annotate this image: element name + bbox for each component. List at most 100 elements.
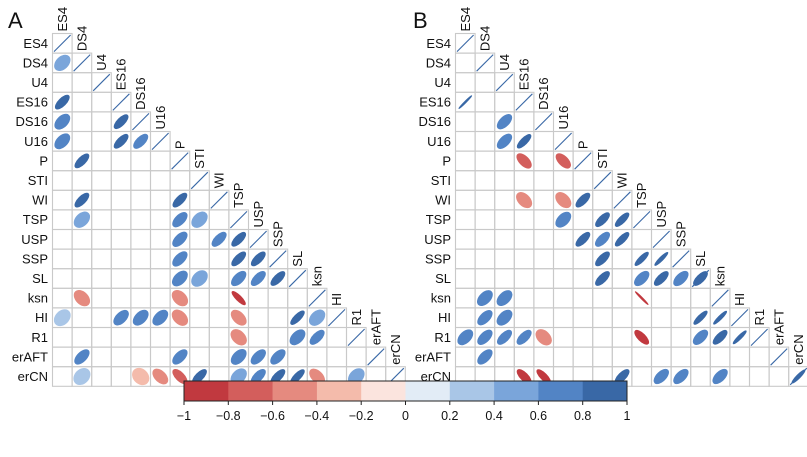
row-label-HI: HI <box>438 310 451 325</box>
grid-cell <box>592 189 613 211</box>
corr-ellipse-erAFT-SSP <box>270 349 286 365</box>
colorbar-tick-label: 0.8 <box>574 409 591 423</box>
grid-cell <box>454 248 476 270</box>
grid-cell <box>130 268 152 289</box>
colorbar-bin <box>494 381 539 401</box>
grid-cell <box>169 326 191 348</box>
grid-cell <box>788 366 807 387</box>
corr-ellipse-ksn-DS4 <box>73 289 91 307</box>
col-label-ES16: ES16 <box>517 58 532 90</box>
grid-cell <box>494 209 515 231</box>
corr-ellipse-HI-ksn <box>713 310 728 325</box>
grid-cell <box>267 307 289 329</box>
grid-cell <box>611 326 633 348</box>
colorbar-bin <box>228 381 273 401</box>
col-label-DS16: DS16 <box>536 77 551 110</box>
grid-cell <box>326 326 348 348</box>
colorbar-tick-label: 1 <box>624 409 631 423</box>
diagonal-mark <box>456 34 474 52</box>
corr-ellipse-HI-ES16 <box>113 309 129 326</box>
colorbar-bin <box>316 381 362 401</box>
row-label-USP: USP <box>424 232 451 247</box>
grid-cell <box>494 268 515 289</box>
diagonal-mark <box>132 113 150 131</box>
diagonal-mark <box>515 93 533 111</box>
col-label-erAFT: erAFT <box>368 309 383 345</box>
corr-ellipse-ksn-U4 <box>496 290 513 306</box>
grid-cell <box>110 209 132 231</box>
grid-cell <box>513 248 535 270</box>
grid-cell <box>91 228 112 250</box>
grid-cell <box>494 228 515 250</box>
col-label-U4: U4 <box>497 54 512 71</box>
corr-ellipse-SSP-STI <box>595 251 610 267</box>
row-label-WI: WI <box>32 193 48 208</box>
diagonal-mark <box>574 152 592 170</box>
corr-ellipse-SL-STI <box>595 271 610 286</box>
col-label-WI: WI <box>615 172 630 188</box>
grid-cell <box>552 307 574 329</box>
grid-cell <box>149 170 171 191</box>
col-label-P: P <box>172 140 187 149</box>
grid-cell <box>267 287 289 309</box>
diagonal-mark <box>770 348 788 366</box>
grid-cell <box>454 307 476 329</box>
row-label-U4: U4 <box>434 75 451 90</box>
grid-cell <box>71 307 93 329</box>
grid-cell <box>650 287 672 309</box>
grid-cell <box>71 268 93 289</box>
corr-ellipse-erAFT-DS4 <box>477 349 493 365</box>
panel-label: A <box>8 8 23 33</box>
corr-ellipse-SSP-USP <box>250 251 266 267</box>
col-label-ES16: ES16 <box>114 58 129 90</box>
diagonal-mark <box>367 348 385 366</box>
corr-ellipse-R1-ksn <box>712 329 728 345</box>
grid-cell <box>130 189 152 211</box>
col-label-erCN: erCN <box>388 334 403 364</box>
grid-cell <box>670 346 692 368</box>
row-label-ksn: ksn <box>431 291 451 306</box>
corr-ellipse-erCN-erCN <box>791 369 806 384</box>
grid-cell <box>572 209 594 231</box>
grid-cell <box>110 189 132 211</box>
col-label-erCN: erCN <box>791 334 806 364</box>
grid-cell <box>71 170 93 191</box>
grid-cell <box>533 170 555 191</box>
grid-cell <box>51 287 73 309</box>
row-label-DS4: DS4 <box>426 55 451 70</box>
grid-cell <box>670 326 692 348</box>
diagonal-mark <box>672 250 690 268</box>
grid-cell <box>91 111 112 133</box>
grid-cell <box>552 248 574 270</box>
colorbar-tick-label: 0.2 <box>441 409 458 423</box>
row-label-P: P <box>442 153 451 168</box>
row-label-SL: SL <box>32 271 48 286</box>
corr-ellipse-ksn-TSP <box>634 291 649 305</box>
grid-cell <box>91 346 112 368</box>
grid-cell <box>91 150 112 172</box>
grid-cell <box>149 287 171 309</box>
grid-cell <box>533 189 555 211</box>
corr-ellipse-SL-TSP <box>634 270 650 287</box>
grid-cell <box>533 307 555 329</box>
grid-cell <box>247 326 269 348</box>
grid-cell <box>208 326 230 348</box>
grid-cell <box>130 326 152 348</box>
grid-cell <box>474 228 496 250</box>
grid-cell <box>494 189 515 211</box>
colorbar-bin <box>538 381 583 401</box>
grid-cell <box>247 287 269 309</box>
grid-cell <box>474 150 496 172</box>
row-label-WI: WI <box>435 193 451 208</box>
grid-cell <box>552 268 574 289</box>
col-label-U16: U16 <box>556 106 571 130</box>
grid-cell <box>454 268 476 289</box>
grid-cell <box>91 130 112 152</box>
corr-ellipse-DS4-ES4 <box>54 54 71 72</box>
grid-cell <box>533 228 555 250</box>
corr-ellipse-USP-P <box>172 231 188 247</box>
diagonal-mark <box>171 152 189 170</box>
corr-ellipse-erAFT-TSP <box>230 349 247 365</box>
row-label-P: P <box>39 153 48 168</box>
colorbar-bin <box>184 381 229 401</box>
